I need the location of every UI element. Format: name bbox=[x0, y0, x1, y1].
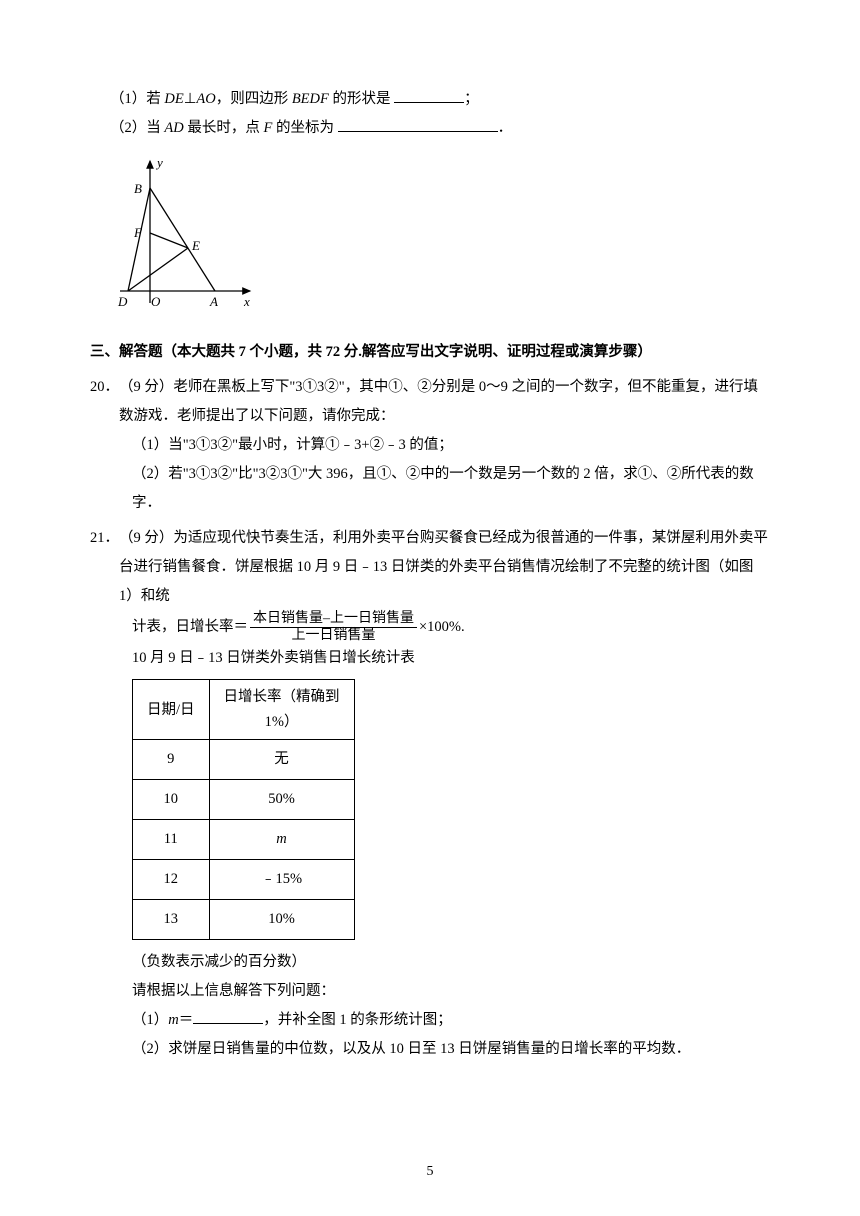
q21-table-title: 10 月 9 日﹣13 日饼类外卖销售日增长统计表 bbox=[90, 644, 770, 673]
text: ，则四边形 bbox=[216, 91, 292, 107]
q21-formula: 计表，日增长率＝ 本日销售量–上一日销售量 上一日销售量 ×100%. bbox=[90, 611, 770, 644]
table-row: 1310% bbox=[133, 900, 355, 940]
q20-number: 20． bbox=[90, 373, 119, 431]
q21: 21． （9 分）为适应现代快节奏生活，利用外卖平台购买餐食已经成为很普通的一件… bbox=[90, 524, 770, 611]
q20-lead: （9 分）老师在黑板上写下"3①3②"，其中①、②分别是 0～9 之间的一个数字… bbox=[119, 379, 758, 424]
q21-ask: 请根据以上信息解答下列问题： bbox=[90, 977, 770, 1006]
text: ＝ bbox=[179, 1012, 194, 1028]
svg-text:O: O bbox=[151, 294, 161, 309]
text: （1） bbox=[132, 1012, 168, 1028]
q21-lead: （9 分）为适应现代快节奏生活，利用外卖平台购买餐食已经成为很普通的一件事，某饼… bbox=[119, 530, 768, 604]
svg-text:F: F bbox=[133, 225, 143, 240]
var-de: DE bbox=[164, 91, 183, 107]
formula-b: ×100%. bbox=[419, 613, 465, 642]
coordinate-figure: y x B F E D O A bbox=[110, 153, 770, 324]
svg-text:E: E bbox=[191, 238, 200, 253]
blank-coord bbox=[338, 115, 498, 132]
table-row: 9无 bbox=[133, 740, 355, 780]
text: 的形状是 bbox=[329, 91, 394, 107]
q21-p2: （2）求饼屋日销售量的中位数，以及从 10 日至 13 日饼屋销售量的日增长率的… bbox=[90, 1035, 770, 1064]
col-date: 日期/日 bbox=[133, 680, 210, 740]
var-bedf: BEDF bbox=[292, 91, 329, 107]
text: （2）当 bbox=[110, 120, 164, 136]
q21-body: （9 分）为适应现代快节奏生活，利用外卖平台购买餐食已经成为很普通的一件事，某饼… bbox=[119, 524, 770, 611]
q20-body: （9 分）老师在黑板上写下"3①3②"，其中①、②分别是 0～9 之间的一个数字… bbox=[119, 373, 770, 431]
svg-text:B: B bbox=[134, 181, 142, 196]
q21-note: （负数表示减少的百分数） bbox=[90, 948, 770, 977]
text: 最长时，点 bbox=[184, 120, 264, 136]
frac-den: 上一日销售量 bbox=[289, 628, 379, 644]
text: ，并补全图 1 的条形统计图； bbox=[263, 1012, 452, 1028]
fraction: 本日销售量–上一日销售量 上一日销售量 bbox=[250, 611, 417, 644]
q19-part2: （2）当 AD 最长时，点 F 的坐标为 ． bbox=[90, 114, 770, 143]
text: （1）若 bbox=[110, 91, 164, 107]
q20: 20． （9 分）老师在黑板上写下"3①3②"，其中①、②分别是 0～9 之间的… bbox=[90, 373, 770, 431]
svg-text:x: x bbox=[243, 294, 250, 309]
text: ． bbox=[498, 120, 513, 136]
blank-m bbox=[193, 1007, 263, 1024]
formula-a: 计表，日增长率＝ bbox=[132, 613, 248, 642]
q21-number: 21． bbox=[90, 524, 119, 611]
section-3-heading: 三、解答题（本大题共 7 个小题，共 72 分.解答应写出文字说明、证明过程或演… bbox=[90, 338, 770, 367]
q20-p2: （2）若"3①3②"比"3②3①"大 396，且①、②中的一个数是另一个数的 2… bbox=[90, 460, 770, 518]
q21-p1: （1）m＝ ，并补全图 1 的条形统计图； bbox=[90, 1006, 770, 1035]
table-row: 11m bbox=[133, 820, 355, 860]
table-header-row: 日期/日 日增长率（精确到 1%） bbox=[133, 680, 355, 740]
text: ； bbox=[464, 91, 479, 107]
var-ad: AD bbox=[164, 120, 183, 136]
svg-text:y: y bbox=[155, 155, 163, 170]
table-row: 1050% bbox=[133, 780, 355, 820]
q20-p1: （1）当"3①3②"最小时，计算①﹣3+②﹣3 的值； bbox=[90, 431, 770, 460]
page-number: 5 bbox=[0, 1158, 860, 1186]
growth-rate-table: 日期/日 日增长率（精确到 1%） 9无 1050% 11m 12﹣15% 13… bbox=[132, 679, 355, 940]
var-m: m bbox=[168, 1012, 178, 1028]
frac-num: 本日销售量–上一日销售量 bbox=[250, 611, 417, 628]
text: ⊥ bbox=[184, 91, 197, 107]
q19-part1: （1）若 DE⊥AO，则四边形 BEDF 的形状是 ； bbox=[90, 85, 770, 114]
col-rate: 日增长率（精确到 1%） bbox=[209, 680, 354, 740]
text: 的坐标为 bbox=[272, 120, 337, 136]
svg-text:D: D bbox=[117, 294, 128, 309]
table-row: 12﹣15% bbox=[133, 860, 355, 900]
var-ao: AO bbox=[196, 91, 215, 107]
var-f: F bbox=[263, 120, 272, 136]
svg-text:A: A bbox=[209, 294, 218, 309]
blank-shape bbox=[394, 86, 464, 103]
